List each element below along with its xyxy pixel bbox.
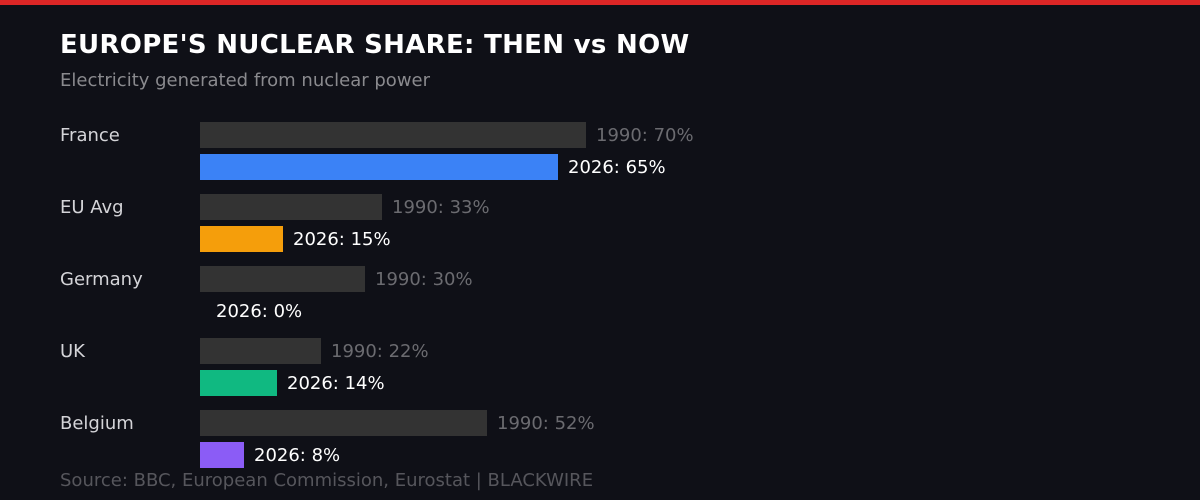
country-group-belgium: Belgium 1990: 52% 2026: 8% <box>0 410 1200 472</box>
bar-row-2026: 2026: 14% <box>200 370 385 396</box>
country-label: UK <box>60 341 85 362</box>
value-label-1990: 1990: 30% <box>375 268 473 290</box>
bar-row-1990: 1990: 52% <box>200 410 595 436</box>
country-label: EU Avg <box>60 197 124 218</box>
bar-1990 <box>200 194 382 220</box>
chart-title: EUROPE'S NUCLEAR SHARE: THEN vs NOW <box>60 30 690 60</box>
value-label-1990: 1990: 22% <box>331 340 429 362</box>
bar-2026 <box>200 226 283 252</box>
bar-row-1990: 1990: 70% <box>200 122 694 148</box>
bar-1990 <box>200 122 586 148</box>
bar-row-2026: 2026: 8% <box>200 442 340 468</box>
bar-row-2026: 2026: 65% <box>200 154 666 180</box>
value-label-1990: 1990: 70% <box>596 124 694 146</box>
value-label-2026: 2026: 0% <box>216 300 303 322</box>
bar-2026 <box>200 442 244 468</box>
chart-subtitle: Electricity generated from nuclear power <box>60 70 431 91</box>
bar-row-1990: 1990: 22% <box>200 338 429 364</box>
bar-row-1990: 1990: 33% <box>200 194 490 220</box>
bar-row-1990: 1990: 30% <box>200 266 473 292</box>
bar-1990 <box>200 410 487 436</box>
country-label: Belgium <box>60 413 134 434</box>
bar-row-2026: 2026: 0% <box>200 298 302 324</box>
bar-row-2026: 2026: 15% <box>200 226 391 252</box>
accent-stripe <box>0 0 1200 5</box>
country-label: Germany <box>60 269 143 290</box>
value-label-1990: 1990: 33% <box>392 196 490 218</box>
country-group-france: France 1990: 70% 2026: 65% <box>0 122 1200 184</box>
bar-1990 <box>200 338 321 364</box>
country-group-uk: UK 1990: 22% 2026: 14% <box>0 338 1200 400</box>
bar-1990 <box>200 266 365 292</box>
value-label-2026: 2026: 8% <box>254 444 341 466</box>
country-label: France <box>60 125 120 146</box>
country-group-eu-avg: EU Avg 1990: 33% 2026: 15% <box>0 194 1200 256</box>
country-group-germany: Germany 1990: 30% 2026: 0% <box>0 266 1200 328</box>
source-note: Source: BBC, European Commission, Eurost… <box>60 470 594 491</box>
value-label-2026: 2026: 14% <box>287 372 385 394</box>
value-label-1990: 1990: 52% <box>497 412 595 434</box>
bar-2026 <box>200 370 277 396</box>
bar-2026 <box>200 154 558 180</box>
value-label-2026: 2026: 15% <box>293 228 391 250</box>
value-label-2026: 2026: 65% <box>568 156 666 178</box>
